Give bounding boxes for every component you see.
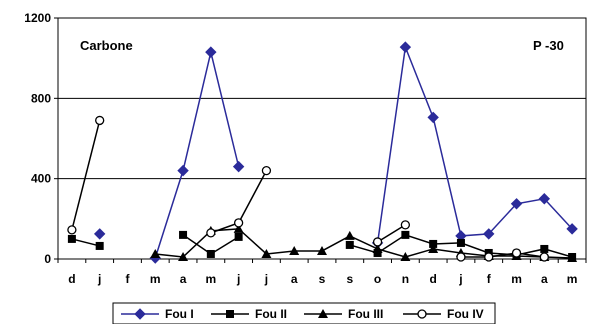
series-0 <box>93 41 578 264</box>
plot-area-frame <box>57 17 587 260</box>
data-point <box>345 240 354 249</box>
x-tick-label: a <box>291 272 298 286</box>
data-point <box>373 248 382 257</box>
data-point <box>566 223 578 235</box>
data-point <box>540 244 549 253</box>
x-tick-label: m <box>150 272 161 286</box>
annotation-p30: P -30 <box>533 38 564 53</box>
data-point <box>179 230 188 239</box>
data-point <box>233 223 244 233</box>
x-tick-label: j <box>97 272 101 286</box>
y-tick-label: 400 <box>31 172 51 186</box>
data-point <box>372 243 383 253</box>
legend-marker <box>318 309 328 318</box>
data-point <box>400 220 411 230</box>
y-tick-label: 1200 <box>24 11 51 25</box>
data-point <box>93 228 106 240</box>
data-point <box>317 245 327 255</box>
data-point <box>344 230 355 240</box>
data-point <box>206 249 215 258</box>
data-point <box>289 245 300 255</box>
x-tick-label: m <box>567 272 578 286</box>
legend-marker <box>226 310 234 318</box>
x-tick-label: f <box>125 272 130 286</box>
legend-label: Fou I <box>165 307 194 321</box>
series-3 <box>67 115 549 262</box>
data-point <box>67 225 77 235</box>
x-tick-label: d <box>429 272 436 286</box>
legend-marker <box>417 309 427 319</box>
x-tick-label: j <box>236 272 240 286</box>
data-point <box>95 115 105 126</box>
x-tick-label: m <box>511 272 522 286</box>
data-point <box>401 230 410 239</box>
legend-label: Fou III <box>348 307 383 321</box>
x-tick-label: j <box>264 272 268 286</box>
data-point <box>372 237 383 247</box>
legend-label: Fou II <box>255 307 287 321</box>
data-point <box>234 232 243 241</box>
series-line <box>71 120 101 231</box>
data-point <box>510 198 523 210</box>
series-2 <box>150 223 578 262</box>
series-line <box>460 252 545 258</box>
series-line <box>71 238 100 247</box>
data-point <box>206 228 216 238</box>
grid <box>58 97 586 180</box>
x-tick-label: n <box>402 272 409 286</box>
data-point <box>177 164 189 177</box>
data-point <box>178 251 189 261</box>
x-tick-label: s <box>346 272 353 286</box>
y-axis: 0 400 800 1200 <box>24 11 58 266</box>
data-point <box>429 239 438 248</box>
series-line <box>377 224 406 243</box>
x-tick-label: d <box>68 272 75 286</box>
data-point <box>484 252 494 262</box>
x-tick-label: o <box>374 272 381 286</box>
data-point <box>399 41 412 53</box>
data-point <box>150 248 161 258</box>
series-group <box>67 41 578 264</box>
data-point <box>205 46 217 58</box>
data-point <box>400 251 411 261</box>
series-line <box>376 44 573 244</box>
data-point <box>261 248 272 258</box>
legend-marker <box>134 308 146 320</box>
data-point <box>427 111 439 124</box>
data-point <box>567 252 578 262</box>
data-point <box>261 165 272 176</box>
x-tick-label: m <box>206 272 217 286</box>
x-tick-label: s <box>319 272 326 286</box>
data-point <box>456 238 465 247</box>
data-point <box>511 248 522 258</box>
y-tick-label: 800 <box>31 91 51 105</box>
data-point <box>483 228 495 240</box>
x-tick-label: f <box>487 272 492 286</box>
x-tick-label: a <box>180 272 187 286</box>
data-point <box>539 252 549 262</box>
legend: Fou I Fou II Fou III Fou IV <box>121 307 484 321</box>
data-point <box>456 252 466 262</box>
series-line <box>154 51 240 259</box>
data-point <box>232 160 245 173</box>
legend-label: Fou IV <box>447 307 484 321</box>
y-tick-label: 0 <box>44 252 51 266</box>
data-point <box>95 241 104 250</box>
annotation-carbone: Carbone <box>80 38 133 53</box>
data-point <box>428 243 439 253</box>
x-tick-label: a <box>541 272 548 286</box>
data-point <box>233 218 244 228</box>
data-point <box>67 234 76 243</box>
x-tick-label: j <box>458 272 462 286</box>
data-point <box>538 193 551 205</box>
series-line <box>155 228 573 259</box>
